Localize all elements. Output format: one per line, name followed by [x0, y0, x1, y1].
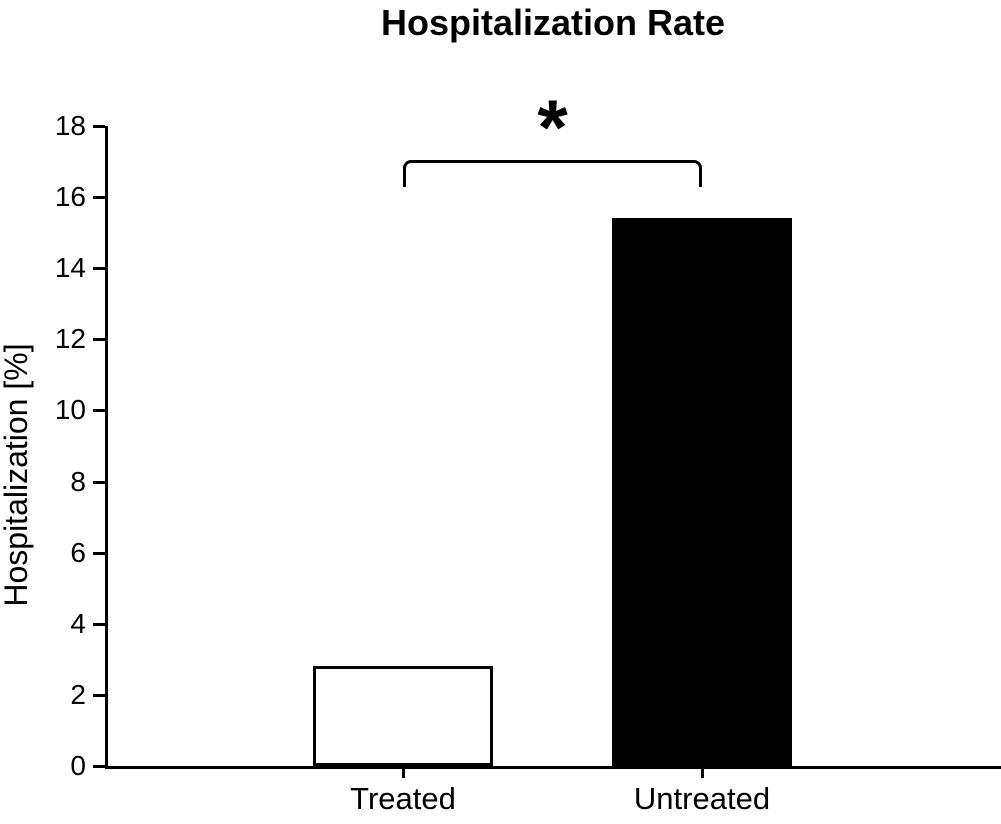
bar-untreated	[612, 218, 792, 766]
y-tick-label: 16	[54, 181, 86, 213]
x-tick-mark	[402, 769, 405, 778]
y-tick-label: 0	[70, 750, 86, 781]
y-tick-mark	[93, 196, 105, 200]
y-tick-mark	[93, 551, 105, 555]
y-tick-label: 10	[54, 394, 86, 426]
y-tick-label: 8	[70, 465, 86, 497]
significance-asterisk: *	[537, 83, 568, 171]
y-tick-mark	[93, 338, 105, 342]
y-tick-mark	[93, 693, 105, 697]
x-tick-mark	[701, 769, 704, 778]
chart-title: Hospitalization Rate	[380, 2, 726, 43]
y-tick-label: 6	[70, 536, 86, 568]
x-category-label-treated: Treated	[350, 781, 456, 816]
y-tick-label: 12	[54, 323, 86, 355]
x-category-label-untreated: Untreated	[633, 781, 771, 816]
y-tick-mark	[93, 125, 105, 128]
y-tick-mark	[93, 267, 105, 271]
plot-area	[105, 126, 1001, 769]
y-tick-label: 2	[70, 678, 86, 710]
y-tick-mark	[93, 409, 105, 413]
y-tick-label: 18	[54, 110, 86, 141]
y-tick-label: 14	[54, 252, 86, 284]
y-tick-label: 4	[70, 607, 86, 639]
y-tick-mark	[93, 480, 105, 484]
y-tick-mark	[93, 622, 105, 626]
bar-treated	[313, 666, 493, 766]
significance-bracket	[403, 160, 702, 187]
y-tick-mark	[93, 765, 105, 768]
